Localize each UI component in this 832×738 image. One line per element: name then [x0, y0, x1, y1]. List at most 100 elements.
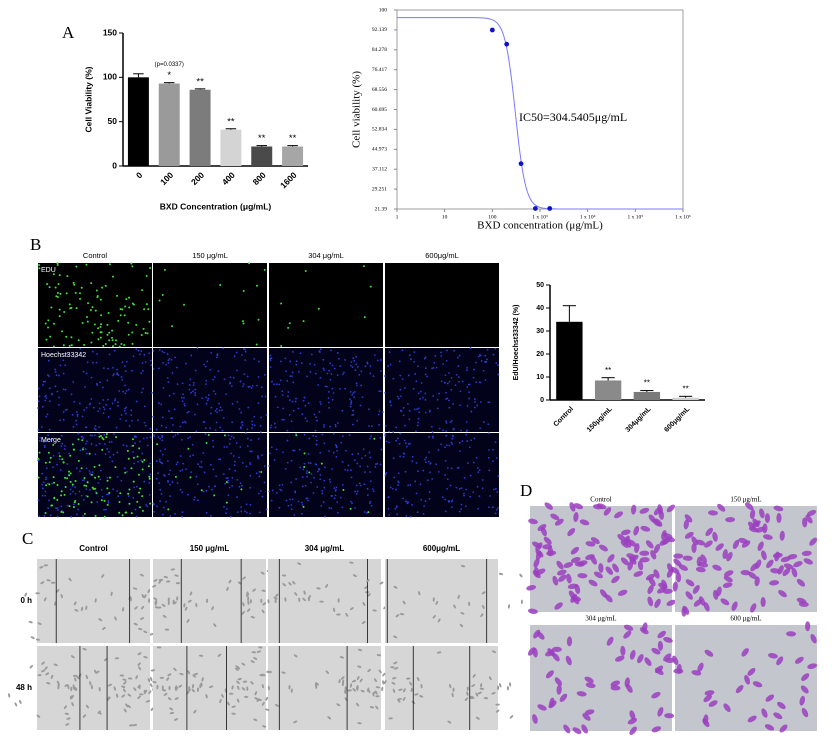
nucleus — [450, 389, 453, 391]
bar — [672, 397, 699, 400]
nucleus — [344, 359, 347, 361]
cell — [101, 574, 105, 578]
nucleus — [290, 459, 293, 462]
cell — [247, 596, 250, 601]
cell — [629, 710, 636, 720]
nucleus — [495, 362, 498, 364]
edu-cell — [90, 473, 93, 476]
significance: ** — [196, 76, 204, 87]
nucleus — [232, 436, 235, 439]
nucleus — [240, 411, 243, 414]
nucleus — [165, 363, 168, 366]
nucleus — [321, 490, 324, 492]
nucleus — [259, 430, 262, 433]
nucleus — [276, 383, 278, 386]
nucleus — [458, 354, 461, 357]
cell — [393, 661, 398, 665]
nucleus — [300, 512, 303, 515]
cell — [556, 684, 562, 695]
nucleus — [275, 491, 278, 494]
nucleus — [351, 502, 353, 505]
edu-cell — [86, 495, 89, 498]
nucleus — [265, 508, 268, 511]
nucleus — [354, 490, 357, 493]
cell — [626, 553, 637, 559]
nucleus — [287, 391, 290, 393]
edu-cell — [37, 457, 40, 460]
nucleus — [212, 390, 215, 393]
nucleus — [251, 450, 253, 453]
nucleus — [307, 461, 310, 464]
nucleus — [314, 429, 317, 432]
nucleus — [186, 411, 189, 414]
cell — [53, 663, 58, 667]
cell — [355, 702, 360, 707]
edu-cell — [86, 315, 89, 318]
nucleus — [246, 428, 249, 431]
nucleus — [236, 401, 239, 403]
nucleus — [181, 400, 184, 403]
nucleus — [168, 410, 170, 412]
nucleus — [416, 408, 418, 411]
nucleus — [474, 401, 476, 403]
nucleus — [424, 356, 427, 359]
edu-cell — [119, 492, 122, 495]
edu-cell — [56, 262, 59, 265]
cell — [133, 687, 137, 691]
cell — [37, 674, 42, 677]
nucleus — [290, 420, 293, 423]
edu-cell — [83, 512, 86, 515]
cell — [623, 630, 632, 639]
nucleus — [316, 470, 319, 473]
nucleus — [148, 482, 151, 484]
nucleus — [251, 423, 254, 426]
nucleus — [249, 450, 251, 453]
nucleus — [166, 353, 169, 356]
nucleus — [213, 376, 216, 378]
cell — [356, 676, 360, 681]
cell — [261, 683, 264, 689]
cell — [576, 691, 587, 697]
nucleus — [212, 468, 215, 471]
nucleus — [122, 444, 125, 447]
nucleus — [204, 427, 207, 430]
cell — [475, 692, 479, 697]
nucleus — [247, 386, 250, 388]
y-tick-label: 30 — [536, 328, 544, 335]
cell — [140, 617, 145, 620]
cell — [536, 568, 546, 575]
edu-cell — [71, 483, 74, 486]
nucleus — [352, 357, 355, 360]
nucleus — [407, 403, 409, 405]
cell — [762, 534, 773, 540]
nucleus — [51, 437, 54, 440]
cell — [644, 657, 652, 667]
cell — [352, 679, 357, 683]
nucleus — [212, 378, 214, 381]
nucleus — [486, 348, 489, 351]
nucleus — [319, 473, 322, 476]
nucleus — [411, 503, 414, 506]
nucleus — [148, 352, 151, 355]
nucleus — [227, 479, 230, 482]
nucleus — [88, 488, 91, 491]
edu-cell — [149, 502, 152, 505]
nucleus — [106, 448, 109, 450]
nucleus — [56, 507, 59, 509]
cell — [325, 584, 328, 588]
nucleus — [341, 506, 344, 509]
row-label: 0 h — [20, 596, 32, 605]
nucleus — [446, 349, 448, 352]
nucleus — [222, 417, 225, 419]
nucleus — [309, 371, 312, 373]
nucleus — [228, 468, 231, 471]
nucleus — [231, 484, 233, 487]
nucleus — [405, 445, 408, 448]
nucleus — [469, 495, 472, 498]
nucleus — [188, 388, 191, 391]
micrograph — [385, 263, 499, 347]
nucleus — [359, 484, 362, 487]
nucleus — [99, 381, 101, 384]
cell — [149, 683, 153, 688]
cell — [556, 560, 564, 570]
